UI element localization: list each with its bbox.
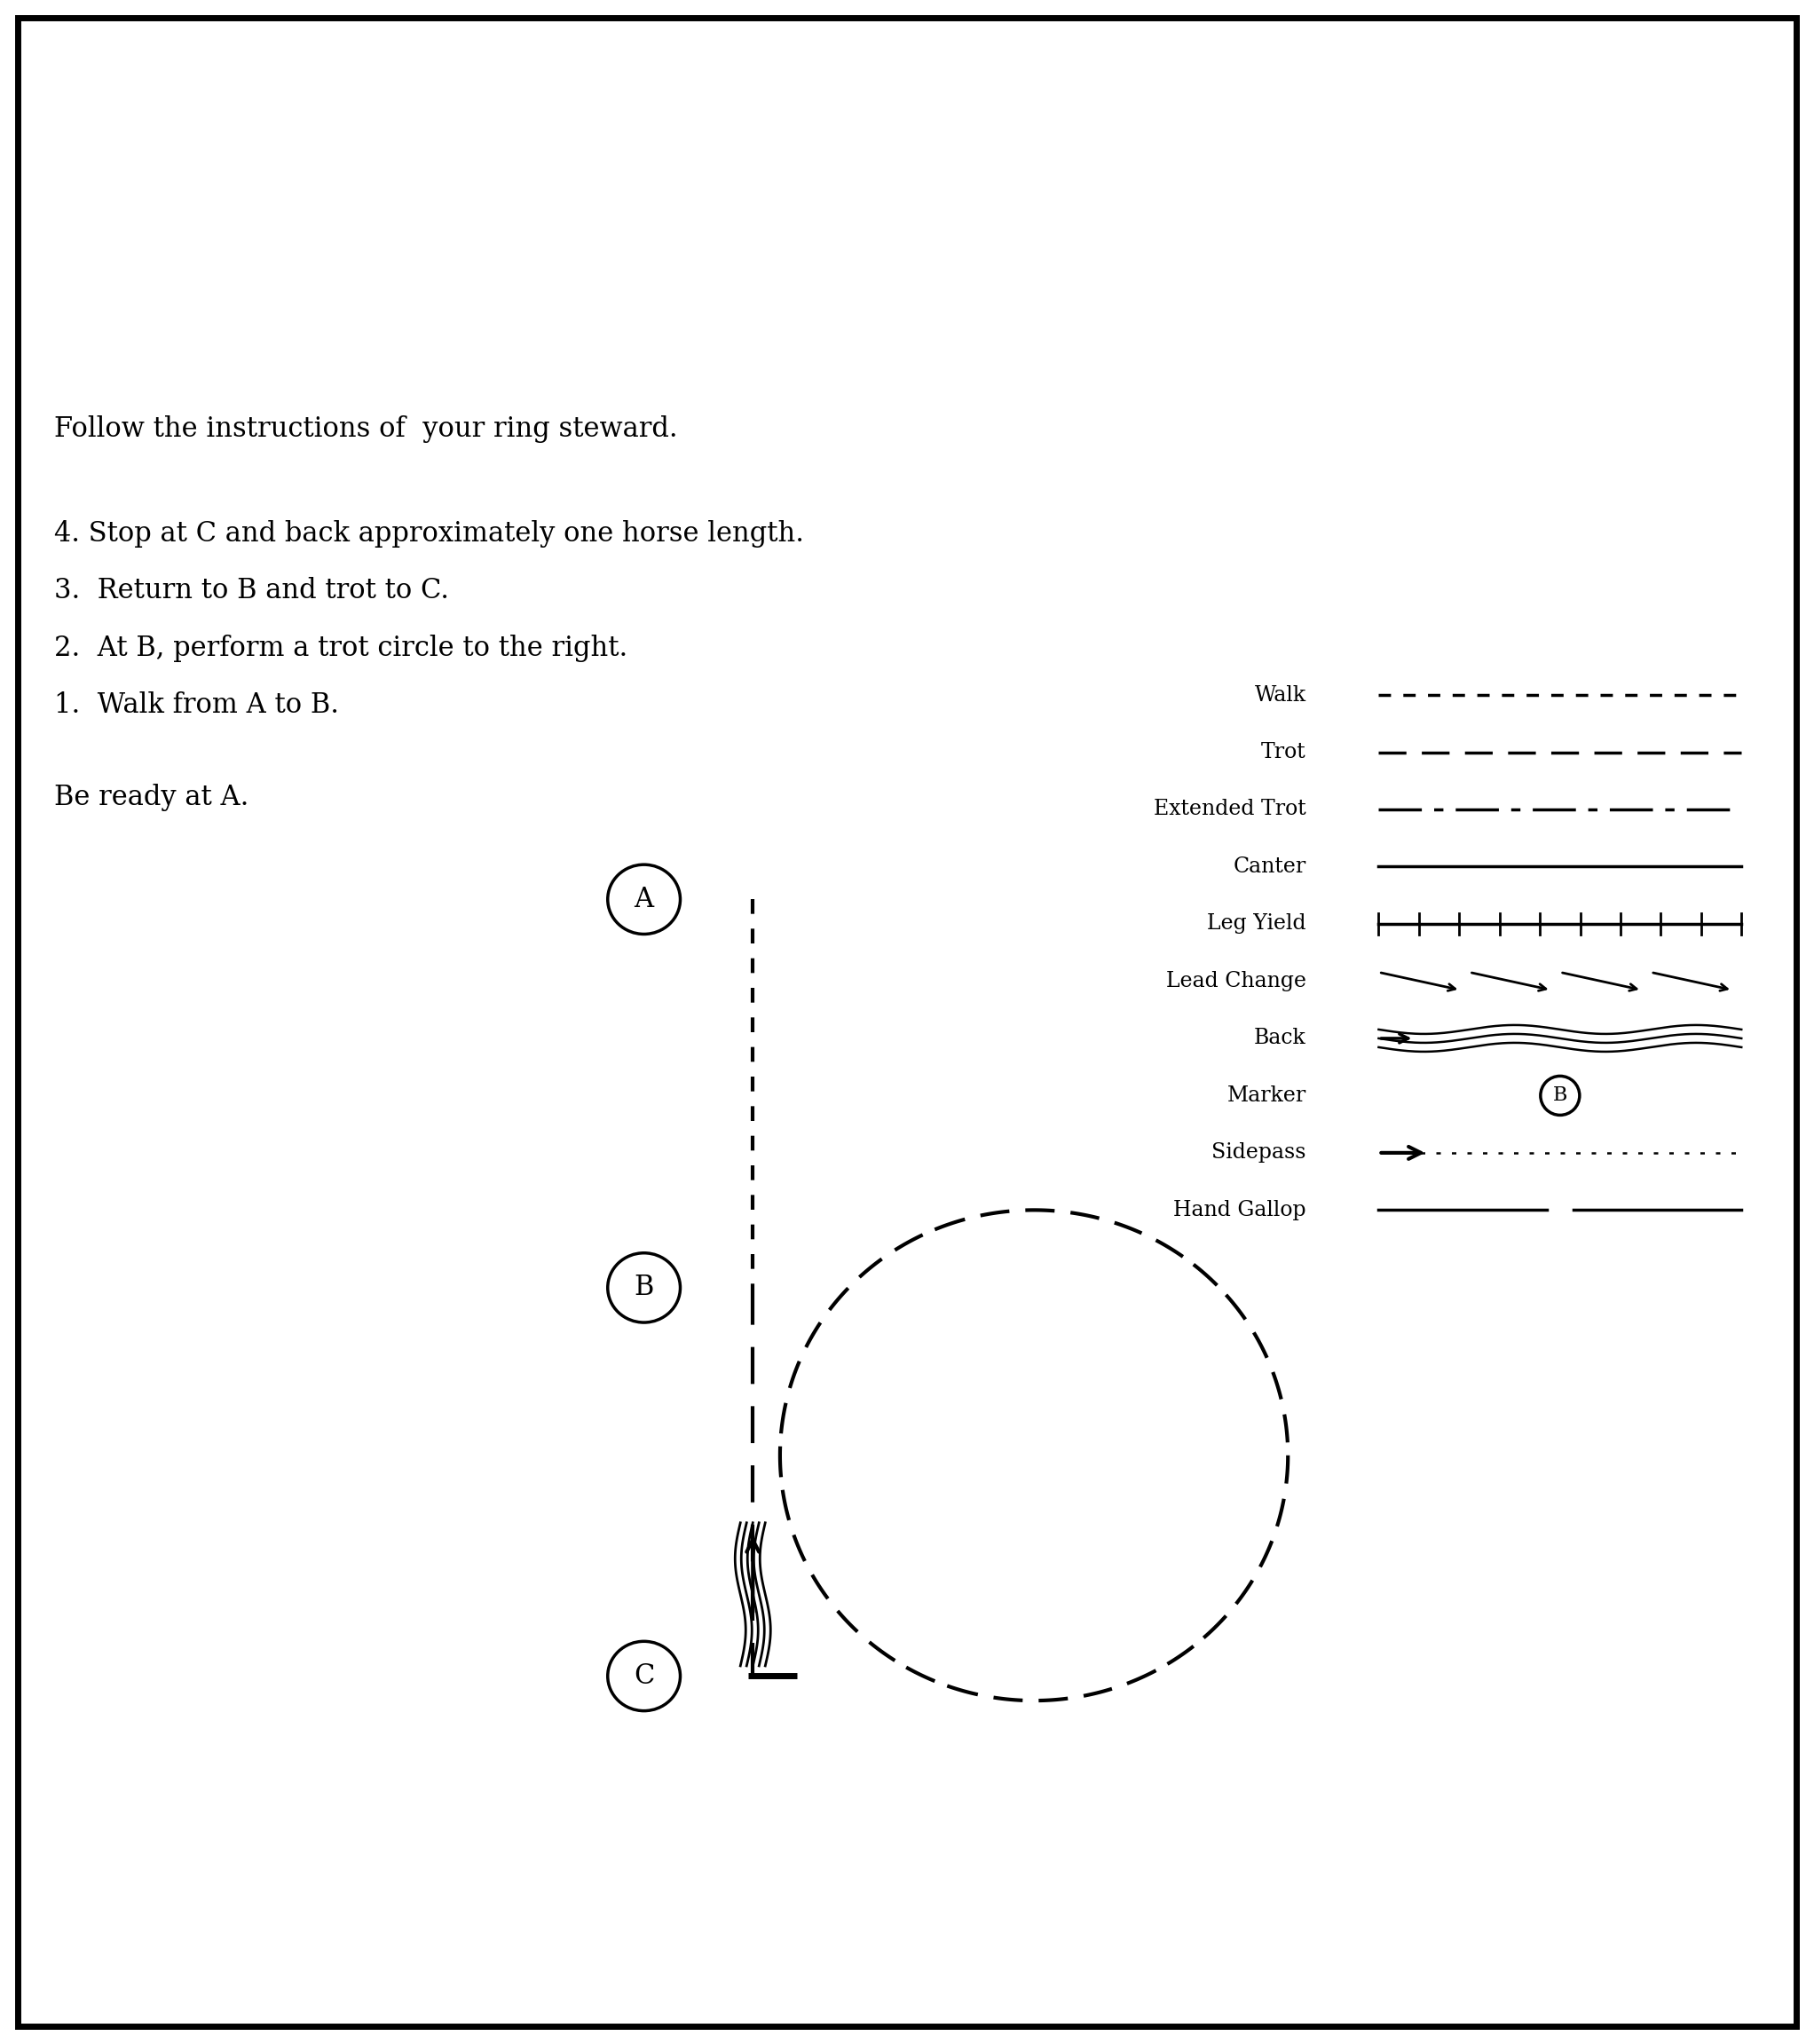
Text: Hand Gallop: Hand Gallop <box>1174 1200 1306 1220</box>
Text: Extended Trot: Extended Trot <box>1154 799 1306 820</box>
Ellipse shape <box>608 1253 680 1322</box>
Text: Trot: Trot <box>1261 742 1306 762</box>
Text: 4. Stop at C and back approximately one horse length.: 4. Stop at C and back approximately one … <box>54 519 804 548</box>
Text: Back: Back <box>1253 1028 1306 1049</box>
Circle shape <box>1540 1075 1580 1116</box>
Text: C: C <box>633 1662 655 1690</box>
Text: 1.  Walk from A to B.: 1. Walk from A to B. <box>54 691 339 719</box>
Text: Lead Change: Lead Change <box>1166 971 1306 991</box>
Text: A: A <box>635 885 653 914</box>
Text: 2.  At B, perform a trot circle to the right.: 2. At B, perform a trot circle to the ri… <box>54 634 628 662</box>
Text: Canter: Canter <box>1234 856 1306 877</box>
Ellipse shape <box>608 1641 680 1711</box>
Text: 3.  Return to B and trot to C.: 3. Return to B and trot to C. <box>54 576 450 605</box>
Text: Walk: Walk <box>1255 685 1306 705</box>
Text: Sidepass: Sidepass <box>1212 1143 1306 1163</box>
Text: Leg Yield: Leg Yield <box>1206 914 1306 934</box>
Text: Marker: Marker <box>1226 1085 1306 1106</box>
Text: Follow the instructions of  your ring steward.: Follow the instructions of your ring ste… <box>54 415 678 444</box>
Text: B: B <box>635 1273 653 1302</box>
Ellipse shape <box>608 865 680 934</box>
Text: Be ready at A.: Be ready at A. <box>54 783 249 811</box>
Text: B: B <box>1553 1085 1567 1106</box>
